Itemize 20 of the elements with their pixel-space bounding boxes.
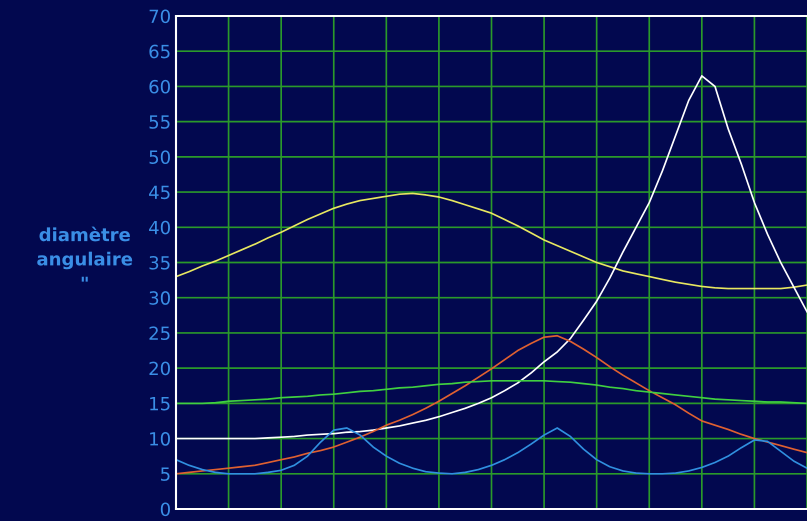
line-series — [176, 192, 807, 290]
y-tick-label: 0 — [160, 502, 170, 516]
y-axis-title: diamètre angulaire " — [37, 226, 132, 282]
y-tick-label: 60 — [149, 80, 170, 94]
y-tick-label: 35 — [150, 256, 170, 270]
line-series — [176, 334, 807, 475]
y-tick-label: 70 — [150, 9, 170, 24]
y-tick-label: 40 — [149, 220, 170, 234]
y-tick-label: 10 — [150, 432, 170, 446]
y-tick-label: 65 — [149, 44, 170, 58]
line-series — [176, 380, 807, 404]
y-tick-label: 15 — [150, 397, 170, 410]
y-tick-label: 20 — [149, 362, 170, 376]
y-tick-label: 5 — [161, 467, 170, 481]
y-tick-label: 55 — [150, 115, 170, 129]
y-tick-label: 25 — [149, 326, 170, 340]
y-tick-label: 30 — [150, 291, 170, 305]
y-tick-label: 50 — [150, 150, 170, 164]
y-tick-label: 45 — [149, 186, 170, 200]
line-series — [176, 427, 807, 475]
